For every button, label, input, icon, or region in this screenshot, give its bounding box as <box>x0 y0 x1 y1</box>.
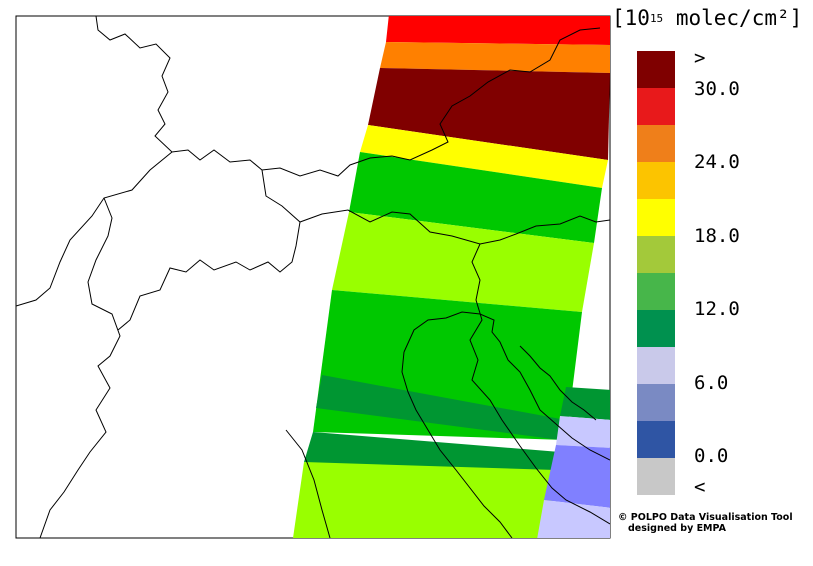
legend-colorbar <box>637 51 675 495</box>
swath-band <box>380 42 610 73</box>
border-line <box>16 151 173 307</box>
legend-tick-label: 24.0 <box>694 151 740 173</box>
swath-band <box>332 212 594 312</box>
legend-swatch <box>637 458 675 495</box>
legend-swatch <box>637 273 675 310</box>
legend-swatch <box>637 51 675 88</box>
credit-line-1: © POLPO Data Visualisation Tool <box>618 512 793 523</box>
legend-swatch <box>637 125 675 162</box>
legend-tick-label: 18.0 <box>694 225 740 247</box>
legend-tick-label: 30.0 <box>694 78 740 100</box>
legend-tick-label: 0.0 <box>694 445 729 467</box>
country-borders <box>16 16 610 538</box>
satellite-swath <box>293 16 610 538</box>
border-line <box>39 197 121 538</box>
swath-band <box>368 68 610 160</box>
legend-swatch <box>637 347 675 384</box>
coastline <box>117 221 301 331</box>
swath-band <box>537 500 610 538</box>
coastline <box>519 345 597 421</box>
credit-line-2: designed by EMPA <box>628 523 726 534</box>
coastline <box>403 311 610 461</box>
legend-tick-label: < <box>694 476 706 498</box>
legend-swatch <box>637 310 675 347</box>
legend-swatch <box>637 199 675 236</box>
legend-unit-label: [1015 molec/cm²] <box>612 6 803 30</box>
border-line <box>95 16 601 177</box>
legend-tick-label: > <box>694 47 706 69</box>
legend-tick-label: 6.0 <box>694 372 729 394</box>
credit-text: © POLPO Data Visualisation Tool designed… <box>618 512 793 534</box>
coastline <box>285 429 331 538</box>
legend-swatch <box>637 236 675 273</box>
swath-band <box>316 375 566 440</box>
legend-swatch <box>637 162 675 199</box>
swath-band <box>386 16 610 45</box>
legend-tick-label: 12.0 <box>694 298 740 320</box>
swath-band <box>349 152 602 243</box>
swath-band <box>360 125 608 188</box>
border-line <box>469 243 610 525</box>
swath-band <box>293 462 556 538</box>
swath-band <box>560 387 610 420</box>
swath-band <box>544 445 610 508</box>
legend-swatch <box>637 384 675 421</box>
legend-swatch <box>637 88 675 125</box>
swath-band <box>556 416 610 448</box>
coastline <box>401 351 513 538</box>
legend-swatch <box>637 421 675 458</box>
